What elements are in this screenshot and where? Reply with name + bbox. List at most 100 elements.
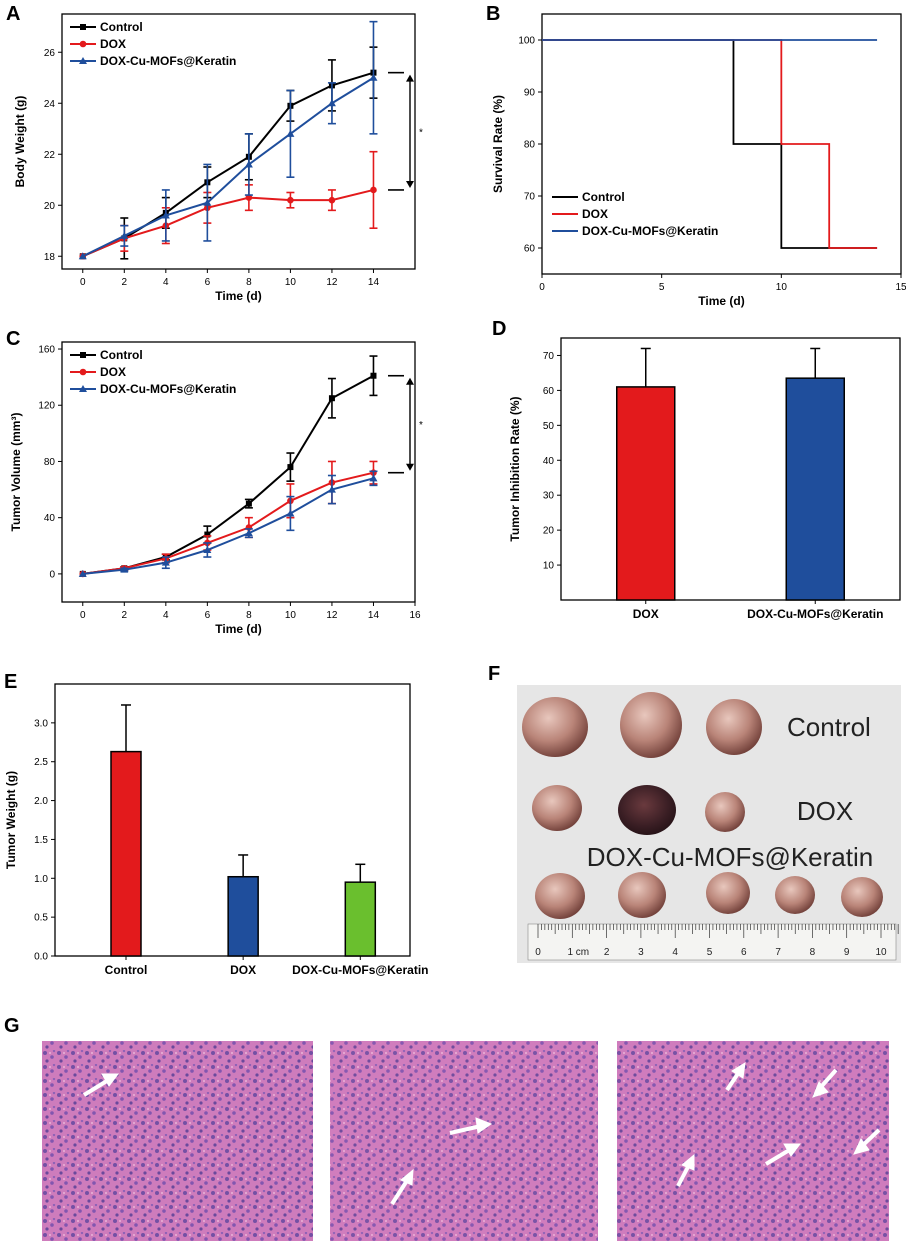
data-point [244, 529, 253, 537]
y-tick-label: 0.0 [34, 952, 48, 963]
panel-letter-a: A [6, 3, 20, 25]
y-tick-label: 10 [543, 561, 555, 572]
micrograph-control [42, 1041, 313, 1241]
data-point [369, 474, 378, 482]
x-tick-label: 2 [122, 610, 128, 621]
data-point [245, 194, 253, 201]
tumors-control-row [522, 692, 762, 758]
data-point [370, 372, 377, 379]
legend-label: Control [100, 348, 143, 362]
micrograph-image [330, 1041, 598, 1241]
series-line-dcm [82, 477, 374, 575]
y-tick-label: 2.5 [34, 757, 48, 768]
ruler-number: 10 [875, 947, 887, 958]
series-line-dox [82, 471, 374, 575]
ruler-number: 9 [844, 947, 850, 958]
y-axis-label: Survival Rate (%) [491, 95, 505, 193]
data-point [79, 368, 87, 376]
y-tick-label: 80 [524, 140, 536, 151]
ruler-number: 0 [535, 947, 541, 958]
data-point [287, 464, 294, 471]
y-tick-label: 60 [543, 386, 555, 397]
data-point [204, 531, 211, 538]
y-tick-label: 40 [543, 456, 555, 467]
chart-e-tumor-weight: 0.0 0.5 1.0 1.5 2.0 2.5 3.0 Tumor Weight (g) Con… [4, 683, 428, 977]
ruler-number: 6 [741, 947, 747, 958]
category-label: DOX [230, 963, 256, 977]
y-tick-label: 2.0 [34, 796, 48, 807]
photo-label-dox: DOX [797, 796, 853, 826]
ruler-number: 2 [604, 947, 610, 958]
arrow-head [406, 74, 414, 82]
legend-label: DOX [100, 365, 126, 379]
significance-star: * [419, 420, 423, 431]
panel-letter-b: B [486, 3, 500, 25]
y-tick-label: 70 [524, 192, 536, 203]
x-axis-label: Time (d) [215, 622, 261, 636]
y-tick-label: 1.0 [34, 874, 48, 885]
bar-1 [785, 377, 845, 601]
plot-frame [560, 337, 901, 601]
tumor [706, 872, 750, 914]
legend-label: DOX-Cu-MOFs@Keratin [582, 224, 718, 238]
x-tick-label: 10 [285, 277, 297, 288]
arrow-icon [812, 1068, 838, 1098]
data-point [286, 509, 295, 517]
tumor [706, 699, 762, 755]
x-tick-label: 14 [368, 277, 380, 288]
ruler-number: 1 cm [567, 947, 589, 958]
micrograph-image [617, 1041, 889, 1241]
y-tick-label: 40 [44, 513, 56, 524]
y-tick-label: 80 [44, 457, 56, 468]
legend-label: Control [100, 20, 143, 34]
x-tick-label: 4 [163, 610, 169, 621]
bar-1 [227, 875, 259, 957]
chart-c-tumor-volume: 0 40 80 120 160 0 2 4 6 8 10 12 14 16 Time (d) Tumor Vo… [9, 341, 423, 636]
y-tick-label: 120 [38, 401, 55, 412]
tumor [841, 877, 883, 917]
arrow-icon [390, 1168, 414, 1206]
data-point [286, 129, 295, 137]
tumors-dcm-row [535, 872, 883, 919]
micrograph-image [42, 1041, 313, 1241]
chart-d-tumor-inhibition: 10 20 30 40 50 60 70 Tumor Inhibition Rate (%) D… [508, 337, 901, 621]
category-label: DOX-Cu-MOFs@Keratin [747, 607, 883, 621]
y-tick-label: 24 [44, 99, 56, 110]
bar-0 [110, 750, 142, 957]
photo-label-dcm: DOX-Cu-MOFs@Keratin [587, 842, 873, 872]
x-axis-label: Time (d) [698, 294, 744, 308]
data-point [161, 558, 170, 566]
tumor [532, 785, 582, 831]
y-tick-label: 22 [44, 150, 56, 161]
data-point [328, 395, 335, 402]
arrow-head [406, 180, 414, 188]
y-tick-label: 100 [518, 36, 535, 47]
y-tick-label: 160 [38, 345, 55, 356]
x-tick-label: 8 [246, 610, 252, 621]
y-tick-label: 0.5 [34, 913, 48, 924]
y-tick-label: 20 [44, 201, 56, 212]
arrow-icon [764, 1143, 801, 1166]
x-tick-label: 15 [895, 282, 906, 293]
data-point [203, 198, 212, 206]
category-label: Control [105, 963, 148, 977]
data-point [78, 569, 87, 577]
tumor [618, 785, 676, 835]
x-tick-label: 6 [205, 277, 211, 288]
x-tick-label: 6 [205, 610, 211, 621]
panel-letter-g: G [4, 1015, 20, 1037]
legend-label: DOX-Cu-MOFs@Keratin [100, 382, 236, 396]
y-axis-label: Tumor Inhibition Rate (%) [508, 396, 522, 541]
tumor [775, 876, 815, 914]
micrograph-dox [330, 1041, 598, 1241]
y-tick-label: 30 [543, 491, 555, 502]
arrow-head [406, 377, 414, 385]
arrow-head [406, 463, 414, 471]
data-point [120, 231, 129, 239]
x-axis-label: Time (d) [215, 289, 261, 303]
tumor [705, 792, 745, 832]
x-tick-label: 14 [368, 610, 380, 621]
data-point [80, 24, 86, 30]
arrow-icon [853, 1128, 881, 1155]
arrow-icon [725, 1062, 746, 1092]
